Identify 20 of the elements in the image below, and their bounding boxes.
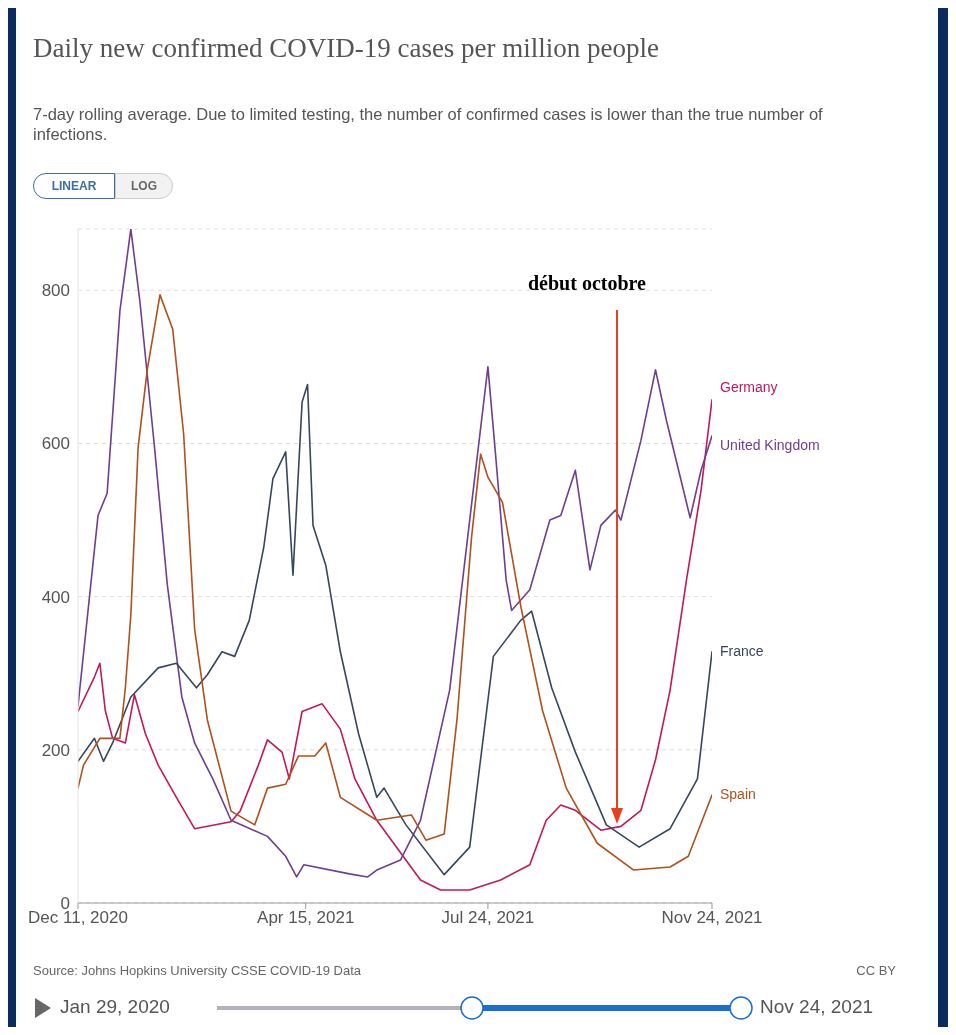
source-note: Source: Johns Hopkins University CSSE COVID-19 Data bbox=[33, 963, 362, 978]
series-label: United Kingdom bbox=[720, 436, 820, 453]
x-tick-label: Jul 24, 2021 bbox=[441, 908, 535, 928]
y-tick-label: 800 bbox=[41, 281, 70, 301]
y-tick-label: 400 bbox=[41, 587, 70, 607]
x-tick-label: Nov 24, 2021 bbox=[661, 908, 763, 928]
chart-title: Daily new confirmed COVID-19 cases per million people bbox=[33, 33, 661, 63]
annotation: début octobre bbox=[528, 272, 646, 295]
x-tick-label: Apr 15, 2021 bbox=[257, 908, 355, 928]
text: LOG bbox=[115, 173, 173, 199]
y-tick-label: 600 bbox=[41, 434, 70, 454]
series-label: Spain bbox=[720, 786, 756, 803]
text: Nov 24, 2021 bbox=[760, 996, 874, 1018]
series-label: Germany bbox=[720, 378, 778, 395]
chart-subtitle: 7-day rolling average. Due to limited testing, the number of confirmed cases is lower than the true number of infections. bbox=[33, 104, 824, 144]
y-tick-label: 200 bbox=[41, 740, 70, 760]
series-label: France bbox=[720, 642, 764, 659]
text: Jan 29, 2020 bbox=[60, 996, 170, 1018]
text: CC BY bbox=[856, 963, 896, 978]
text: LINEAR bbox=[33, 173, 115, 199]
